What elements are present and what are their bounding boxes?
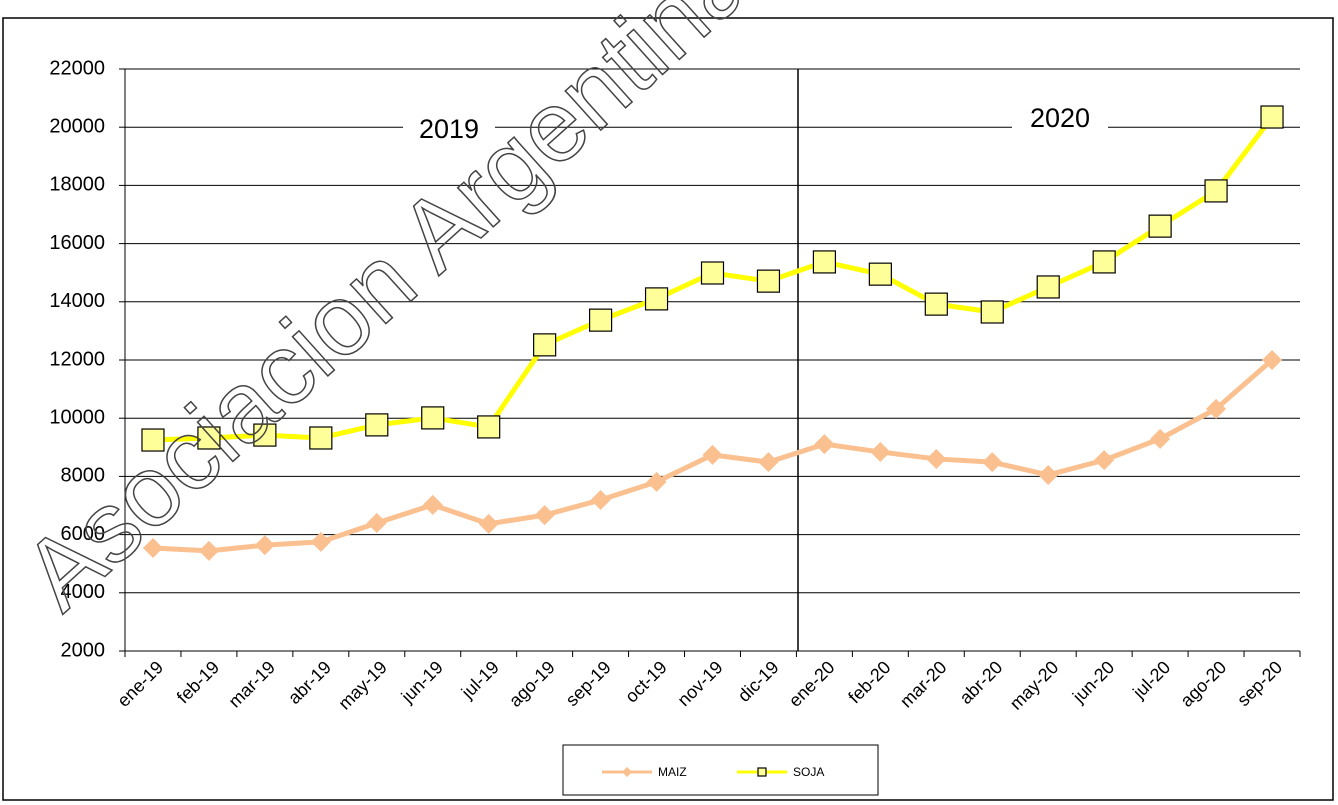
marker bbox=[1204, 179, 1228, 203]
marker bbox=[1262, 350, 1283, 370]
marker bbox=[756, 269, 781, 293]
marker bbox=[478, 513, 499, 534]
marker bbox=[588, 308, 613, 332]
y-tick-label: 16000 bbox=[49, 232, 105, 254]
marker bbox=[870, 441, 891, 462]
annotation: 2019 bbox=[419, 114, 479, 144]
marker bbox=[310, 531, 331, 552]
marker bbox=[534, 505, 555, 526]
y-tick-label: 4000 bbox=[61, 581, 106, 603]
marker bbox=[757, 767, 767, 777]
marker bbox=[1094, 450, 1115, 471]
y-tick-label: 22000 bbox=[49, 57, 105, 79]
marker bbox=[1092, 250, 1116, 274]
marker bbox=[421, 406, 445, 430]
marker bbox=[868, 262, 892, 286]
marker bbox=[365, 413, 389, 437]
marker bbox=[309, 426, 333, 450]
marker bbox=[812, 250, 837, 274]
y-tick-label: 18000 bbox=[49, 174, 105, 196]
y-tick-label: 20000 bbox=[49, 115, 105, 137]
annotation-bg bbox=[403, 113, 495, 149]
marker bbox=[980, 300, 1004, 324]
marker bbox=[926, 448, 947, 469]
marker bbox=[646, 471, 667, 492]
marker bbox=[142, 537, 163, 558]
marker bbox=[758, 452, 779, 473]
y-tick-label: 8000 bbox=[61, 465, 106, 487]
marker bbox=[814, 434, 835, 455]
chart-frame bbox=[2, 17, 1334, 801]
marker bbox=[644, 287, 669, 311]
marker bbox=[1148, 214, 1172, 238]
marker bbox=[1206, 398, 1227, 419]
marker bbox=[198, 540, 219, 561]
y-tick-label: 12000 bbox=[49, 348, 105, 370]
marker bbox=[533, 333, 557, 357]
marker bbox=[1150, 428, 1171, 449]
marker bbox=[1036, 275, 1060, 299]
marker bbox=[1260, 105, 1284, 129]
legend bbox=[562, 744, 879, 796]
legend-label: MAIZ bbox=[658, 765, 687, 779]
marker bbox=[366, 512, 387, 533]
marker bbox=[622, 767, 632, 777]
annotation-bg bbox=[1012, 102, 1108, 138]
marker bbox=[702, 444, 723, 465]
marker bbox=[197, 426, 221, 450]
annotation: 2020 bbox=[1030, 103, 1090, 133]
y-tick-label: 6000 bbox=[61, 523, 106, 545]
marker bbox=[422, 494, 443, 515]
marker bbox=[141, 428, 165, 452]
marker bbox=[700, 261, 725, 285]
y-tick-label: 10000 bbox=[49, 406, 105, 428]
marker bbox=[1038, 464, 1059, 485]
marker bbox=[590, 489, 611, 510]
marker bbox=[924, 292, 948, 316]
plot bbox=[141, 105, 1284, 561]
marker bbox=[253, 423, 277, 447]
marker bbox=[254, 535, 275, 556]
legend-items: MAIZ SOJA bbox=[602, 765, 824, 779]
marker bbox=[982, 452, 1003, 473]
marker bbox=[477, 415, 501, 439]
legend-label: SOJA bbox=[793, 765, 824, 779]
y-tick-label: 2000 bbox=[61, 639, 106, 661]
y-tick-label: 14000 bbox=[49, 290, 105, 312]
